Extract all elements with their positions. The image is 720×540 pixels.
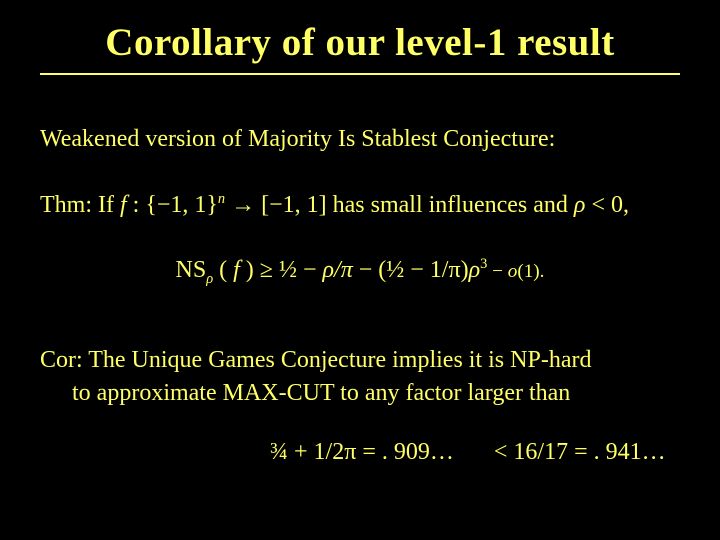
thm-domain: : {−1, 1} <box>127 192 218 218</box>
numeric-line: ¾ + 1/2π = . 909… < 16/17 = . 941… <box>40 439 680 466</box>
little-o-one: (1). <box>517 261 544 282</box>
slide-title: Corollary of our level-1 result <box>40 20 680 65</box>
thm-prefix: Thm: If <box>40 192 120 218</box>
cor-line-1: The Unique Games Conjecture implies it i… <box>88 347 591 373</box>
thm-rho: ρ <box>574 192 586 218</box>
slide: Corollary of our level-1 result Weakened… <box>0 0 720 540</box>
thm-arrow: → [−1, 1] has small influences and <box>225 192 574 218</box>
thm-f: f <box>120 192 127 218</box>
numeric-left: ¾ + 1/2π = . 909… <box>270 439 454 465</box>
title-underline <box>40 73 680 75</box>
formula-line: NSρ ( f ) ≥ ½ − ρ/π − (½ − 1/π)ρ3 − o(1)… <box>40 256 680 288</box>
little-o: o <box>508 261 518 282</box>
numeric-right: < 16/17 = . 941… <box>494 439 666 465</box>
weakened-version-line: Weakened version of Majority Is Stablest… <box>40 123 680 155</box>
cor-label: Cor: <box>40 347 88 373</box>
thm-tail: < 0, <box>585 192 629 218</box>
trail-space: − <box>487 261 507 282</box>
ns-label: NS <box>176 257 207 283</box>
rho-over-pi: ρ/π <box>323 257 353 283</box>
rho-cubed-base: ρ <box>469 257 481 283</box>
minus-term: − (½ − 1/π) <box>353 257 469 283</box>
formula-f: f <box>233 257 240 283</box>
corollary-block: Cor: The Unique Games Conjecture implies… <box>40 344 680 411</box>
cor-line-2: to approximate MAX-CUT to any factor lar… <box>72 380 570 406</box>
open-paren: ( <box>213 257 233 283</box>
ge-half: ) ≥ ½ − <box>240 257 323 283</box>
theorem-line: Thm: If f : {−1, 1}n → [−1, 1] has small… <box>40 189 680 221</box>
